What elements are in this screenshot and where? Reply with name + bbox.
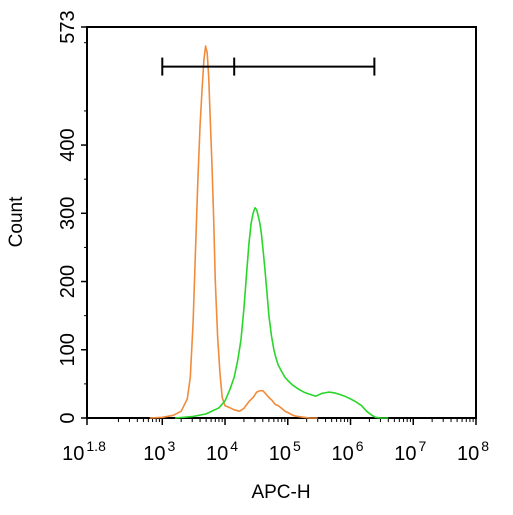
y-tick-label: 200 [57,265,79,298]
x-tick-base: 10 [269,443,291,465]
x-tick-label: 10 4 [206,438,238,465]
x-tick-exponent: 1.8 [86,438,106,454]
x-tick-exponent: 8 [481,438,489,454]
x-tick-exponent: 7 [418,438,426,454]
y-tick-label: 0 [57,412,79,423]
x-tick-base: 10 [457,443,479,465]
x-axis-label: APC-H [251,482,310,503]
y-tick-label: 400 [57,128,79,161]
x-tick-base: 10 [143,443,165,465]
x-tick-exponent: 3 [168,438,176,454]
x-tick-label: 10 5 [269,438,301,465]
x-tick-exponent: 5 [293,438,301,454]
gate-marker [161,57,376,76]
y-tick-label: 100 [57,333,79,366]
x-tick-label: 10 8 [457,438,489,465]
plot-area-frame [86,26,477,419]
y-axis: 0 100 200 300 400 573 [57,10,87,424]
x-tick-label: 10 6 [331,438,363,465]
x-tick-label: 10 1.8 [62,438,106,465]
x-tick-label: 10 3 [143,438,175,465]
y-axis-label: Count [6,196,27,247]
x-tick-label: 10 7 [394,438,426,465]
histogram-trace-1 [149,45,318,419]
x-tick-base: 10 [62,443,84,465]
histogram-trace-2 [175,207,389,419]
y-tick-label: 573 [57,10,79,43]
x-tick-base: 10 [206,443,228,465]
series-layer [149,45,389,419]
x-tick-base: 10 [394,443,416,465]
x-tick-base: 10 [331,443,353,465]
x-axis: 10 1.8 10 3 10 4 10 5 10 6 10 7 10 8 [62,418,489,465]
x-tick-exponent: 4 [230,438,238,454]
y-tick-label: 300 [57,197,79,230]
x-tick-exponent: 6 [356,438,364,454]
